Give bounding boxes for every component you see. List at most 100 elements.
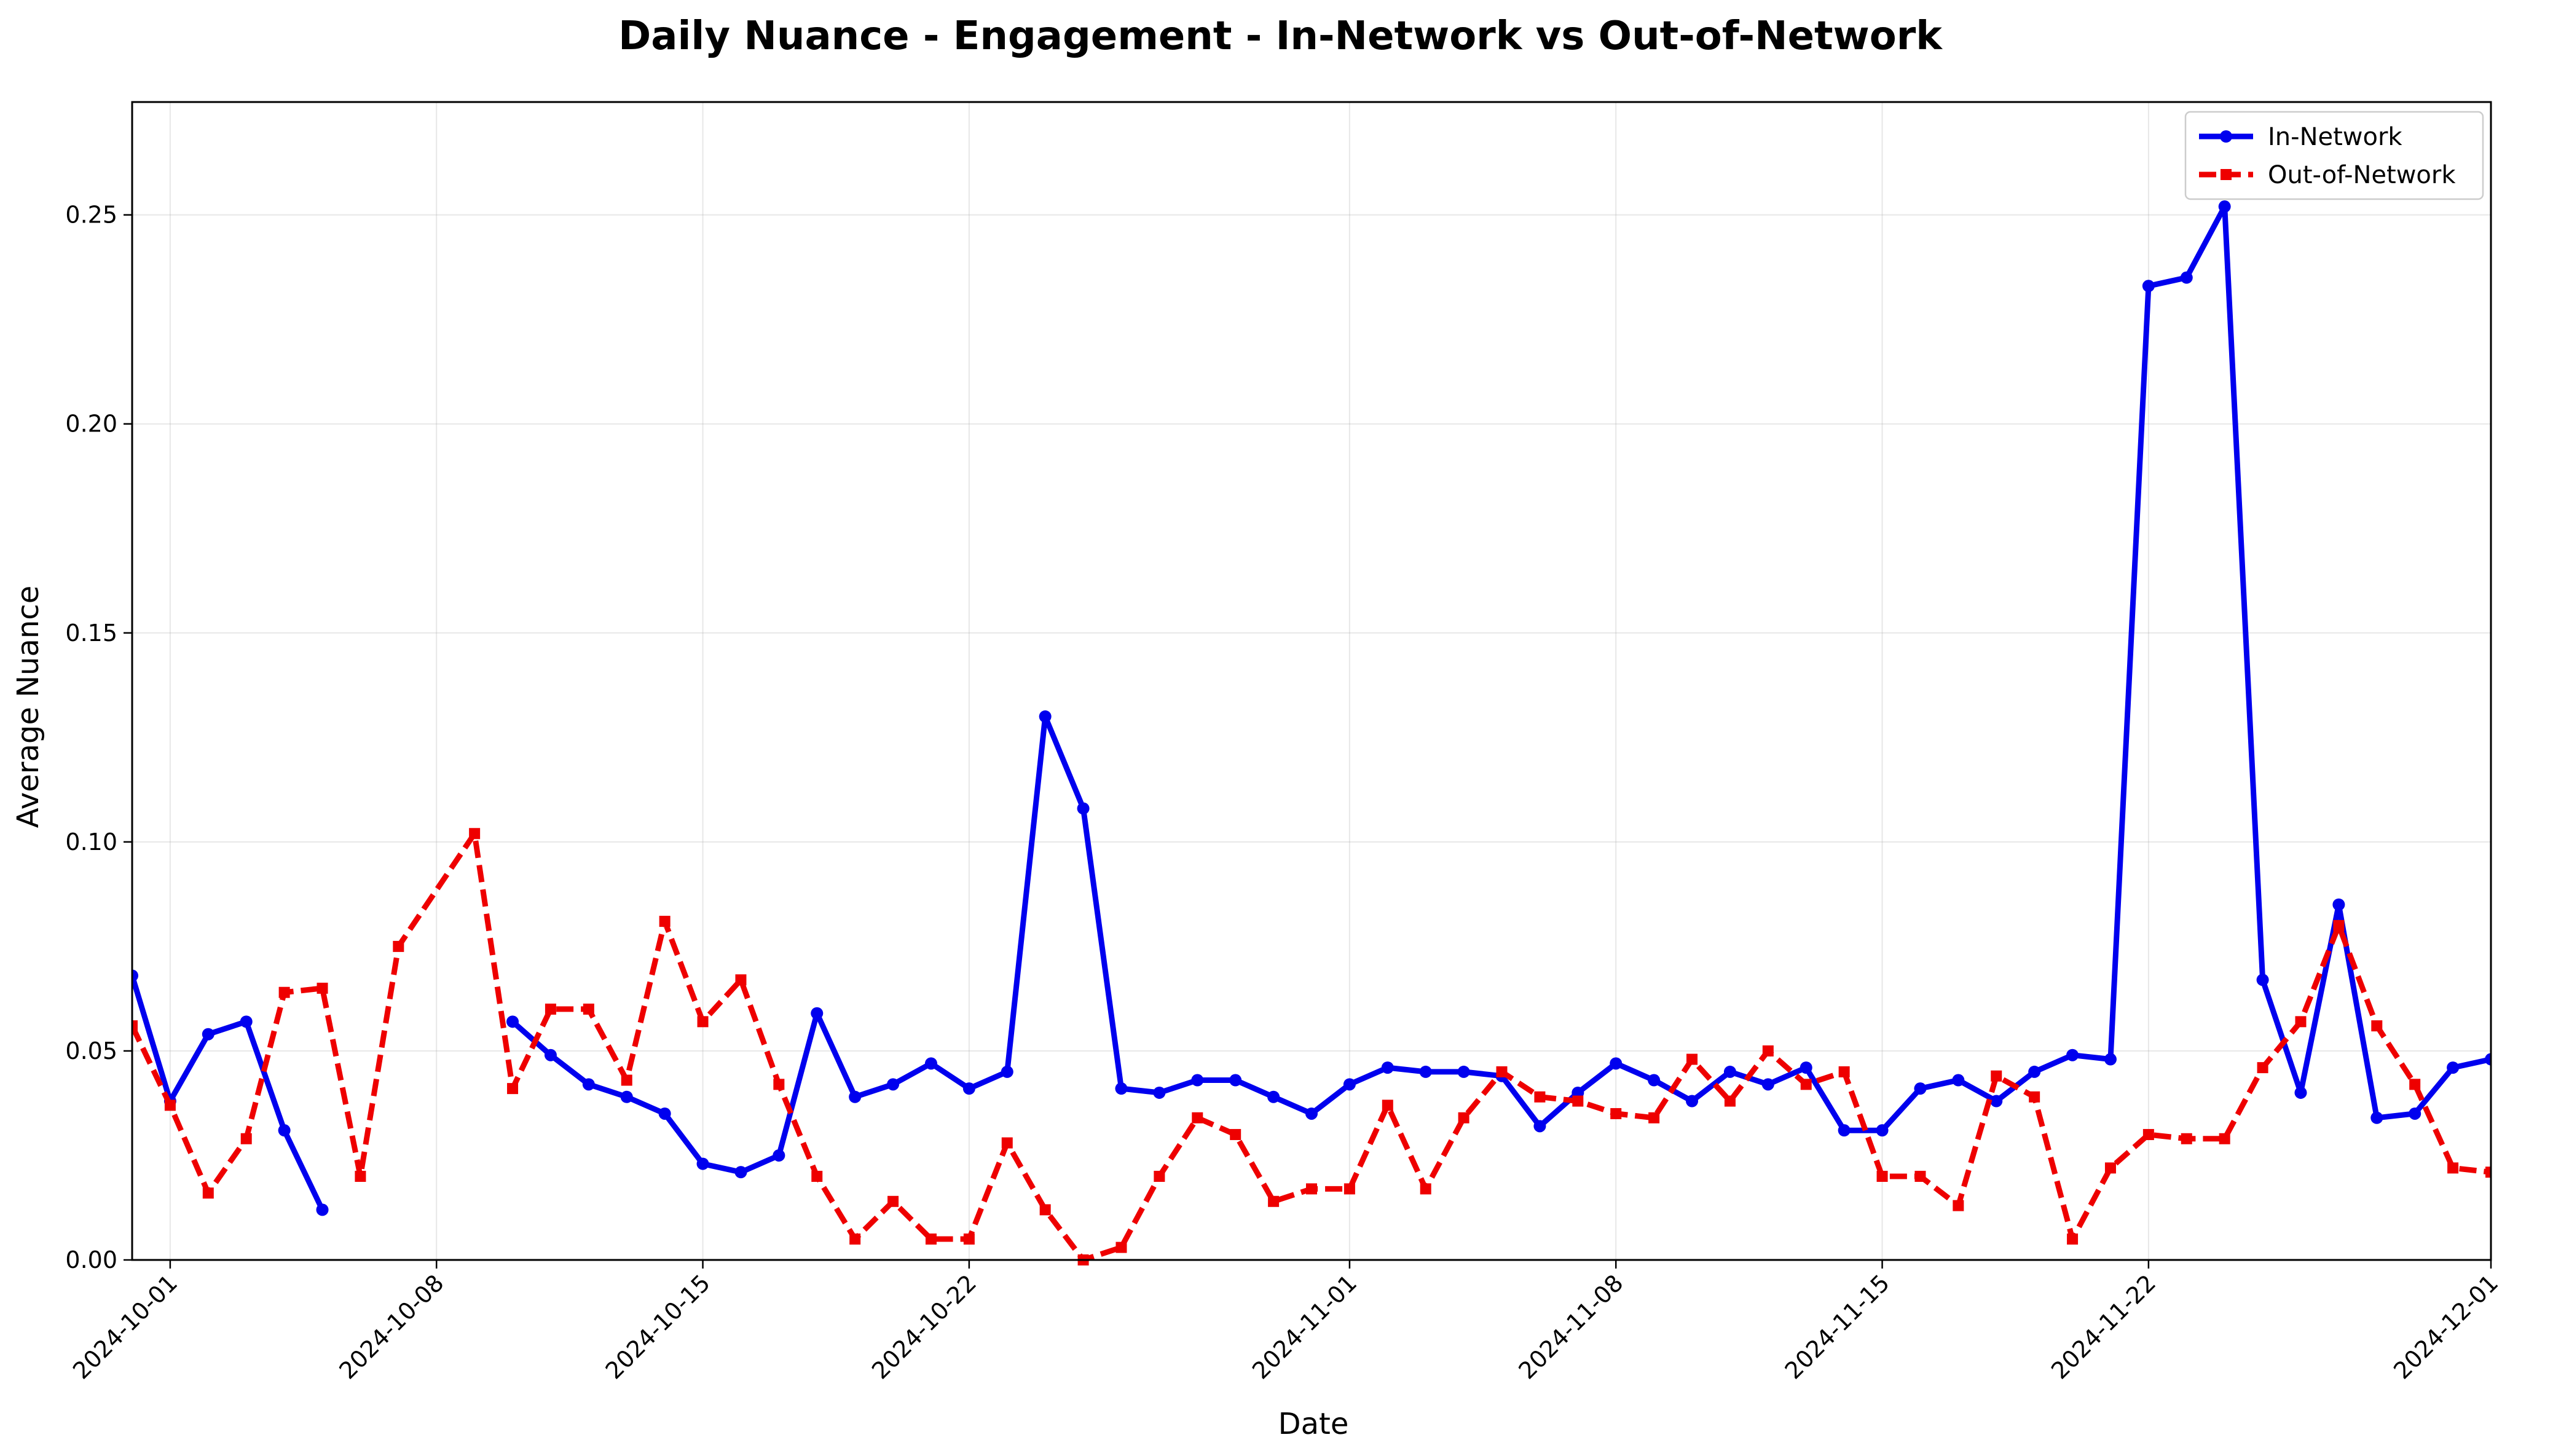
data-point-in-network — [849, 1090, 862, 1103]
data-point-out-of-network — [1115, 1242, 1127, 1253]
data-point-in-network — [1533, 1120, 1546, 1133]
data-point-in-network — [1419, 1065, 1432, 1078]
y-tick-label: 0.15 — [65, 620, 117, 647]
data-point-in-network — [202, 1028, 214, 1041]
data-point-out-of-network — [240, 1133, 252, 1144]
data-point-in-network — [1153, 1086, 1166, 1099]
data-point-in-network — [1610, 1057, 1623, 1070]
data-point-out-of-network — [1953, 1200, 1964, 1211]
data-point-out-of-network — [278, 986, 290, 998]
data-point-out-of-network — [2142, 1128, 2154, 1140]
x-tick-label: 2024-10-01 — [68, 1269, 183, 1384]
data-point-out-of-network — [1876, 1170, 1888, 1182]
x-tick-label: 2024-10-15 — [600, 1269, 715, 1384]
data-point-out-of-network — [469, 828, 481, 840]
data-point-out-of-network — [164, 1100, 176, 1111]
data-point-in-network — [1381, 1061, 1394, 1074]
x-tick-label: 2024-11-08 — [1513, 1269, 1628, 1384]
data-point-out-of-network — [1458, 1112, 1469, 1123]
data-point-in-network — [2180, 271, 2193, 284]
series-line-in-network — [511, 203, 2491, 1175]
legend-label-out-of-network: Out-of-Network — [2268, 161, 2456, 189]
data-point-in-network — [1800, 1061, 1812, 1074]
data-point-out-of-network — [355, 1170, 366, 1182]
data-point-in-network — [2294, 1086, 2307, 1099]
data-point-out-of-network — [2409, 1079, 2421, 1090]
data-point-in-network — [2028, 1065, 2041, 1078]
data-point-out-of-network — [2219, 1133, 2230, 1144]
data-point-in-network — [240, 1015, 253, 1028]
x-tick-label: 2024-11-01 — [1247, 1269, 1362, 1384]
data-point-out-of-network — [583, 1003, 594, 1015]
data-point-out-of-network — [2029, 1091, 2040, 1103]
data-point-in-network — [2447, 1061, 2460, 1074]
data-point-out-of-network — [2371, 1020, 2383, 1032]
data-point-in-network — [2370, 1111, 2383, 1124]
data-point-out-of-network — [1039, 1204, 1051, 1216]
data-point-out-of-network — [2333, 919, 2345, 931]
x-tick-label: 2024-11-22 — [2046, 1269, 2161, 1384]
legend-box — [2184, 111, 2484, 200]
legend: In-Network Out-of-Network — [2184, 111, 2484, 200]
data-point-in-network — [1990, 1095, 2003, 1108]
data-point-in-network — [773, 1149, 785, 1162]
x-tick-label: 2024-10-08 — [334, 1269, 449, 1384]
data-point-in-network — [1191, 1074, 1204, 1087]
data-point-out-of-network — [1914, 1170, 1926, 1182]
data-point-in-network — [1723, 1065, 1736, 1078]
data-point-out-of-network — [2181, 1133, 2192, 1144]
grid — [132, 102, 2492, 1261]
data-point-out-of-network — [2447, 1162, 2459, 1174]
data-point-out-of-network — [545, 1003, 556, 1015]
y-axis: 0.00 0.05 0.10 0.15 0.20 0.25 — [65, 202, 132, 1273]
data-point-in-network — [1077, 802, 1090, 815]
x-tick-label: 2024-10-22 — [867, 1269, 982, 1384]
y-tick-label: 0.25 — [65, 202, 117, 229]
y-tick-label: 0.00 — [65, 1246, 117, 1273]
data-point-in-network — [544, 1049, 557, 1061]
data-point-in-network — [658, 1107, 671, 1120]
data-point-out-of-network — [1268, 1195, 1280, 1207]
series-out-of-network — [132, 828, 2491, 1265]
data-point-out-of-network — [811, 1170, 823, 1182]
data-point-out-of-network — [1496, 1066, 1508, 1077]
data-point-in-network — [1876, 1124, 1889, 1137]
data-point-out-of-network — [1230, 1128, 1241, 1140]
data-point-out-of-network — [1343, 1183, 1355, 1195]
data-point-out-of-network — [1991, 1070, 2002, 1082]
data-point-in-network — [2485, 1053, 2491, 1066]
data-point-out-of-network — [1724, 1095, 1736, 1107]
data-point-out-of-network — [1572, 1095, 1584, 1107]
data-point-in-network — [2332, 898, 2345, 911]
data-point-out-of-network — [621, 1074, 632, 1086]
data-point-in-network — [316, 1203, 329, 1216]
data-point-out-of-network — [1001, 1137, 1013, 1149]
series-line-in-network — [132, 975, 325, 1211]
data-point-in-network — [924, 1057, 937, 1070]
data-point-out-of-network — [735, 974, 747, 986]
data-point-out-of-network — [1686, 1053, 1698, 1065]
data-point-in-network — [1838, 1124, 1851, 1137]
data-point-in-network — [132, 969, 138, 982]
data-point-in-network — [811, 1007, 824, 1020]
data-point-out-of-network — [963, 1233, 975, 1245]
data-point-out-of-network — [1762, 1045, 1774, 1057]
legend-marker-out-of-network — [2221, 169, 2232, 180]
series-line-out-of-network — [132, 830, 2491, 1263]
data-point-in-network — [2409, 1107, 2421, 1120]
x-axis: 2024-10-01 2024-10-08 2024-10-15 2024-10-22… — [68, 1260, 2503, 1385]
data-point-in-network — [1761, 1078, 1774, 1091]
data-point-in-network — [582, 1078, 595, 1091]
data-point-in-network — [1115, 1082, 1128, 1095]
data-point-out-of-network — [507, 1083, 519, 1095]
data-point-out-of-network — [2485, 1167, 2491, 1178]
data-point-out-of-network — [2295, 1016, 2307, 1028]
data-point-in-network — [2256, 974, 2269, 986]
plot-frame — [131, 101, 2492, 1261]
data-point-out-of-network — [887, 1195, 899, 1207]
data-point-in-network — [1001, 1065, 1013, 1078]
data-point-in-network — [2104, 1053, 2117, 1066]
data-point-out-of-network — [849, 1233, 861, 1245]
x-axis-label: Date — [1278, 1407, 1349, 1441]
data-point-out-of-network — [1610, 1108, 1622, 1119]
